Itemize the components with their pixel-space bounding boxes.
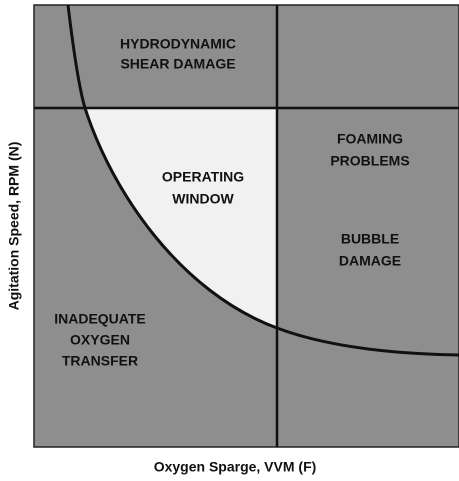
region-label: HYDRODYNAMIC <box>120 36 236 52</box>
region-label: PROBLEMS <box>330 153 409 169</box>
region-label: FOAMING <box>337 131 403 147</box>
y-axis-label: Agitation Speed, RPM (N) <box>6 142 22 311</box>
region-label: WINDOW <box>172 191 234 207</box>
region-label: BUBBLE <box>341 231 399 247</box>
oxygen-curve <box>66 4 459 357</box>
region-label: OPERATING <box>162 169 244 185</box>
region-label: INADEQUATE <box>54 311 146 327</box>
region-label: DAMAGE <box>339 253 401 269</box>
x-axis-label: Oxygen Sparge, VVM (F) <box>154 459 317 475</box>
region-label: OXYGEN <box>70 332 130 348</box>
region-label: TRANSFER <box>62 353 138 369</box>
region-label: SHEAR DAMAGE <box>120 56 235 72</box>
operating-window <box>85 108 277 328</box>
